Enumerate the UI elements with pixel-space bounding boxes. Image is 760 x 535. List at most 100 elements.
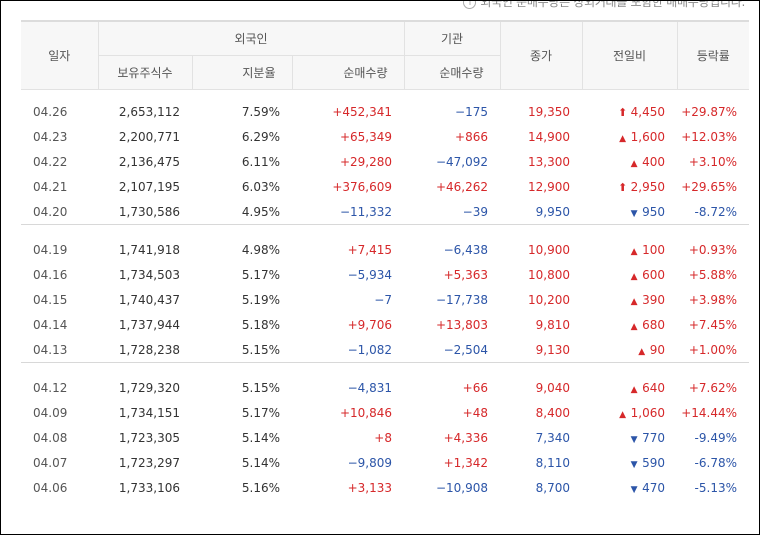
change-cell: ▲ 680 (582, 312, 677, 337)
change-pct-cell: +1.00% (688, 342, 737, 357)
institution-net-cell: +4,336 (443, 430, 488, 445)
change-value: 100 (642, 242, 665, 257)
change-value: 1,600 (630, 129, 665, 144)
up-triangle-icon: ▲ (630, 246, 638, 257)
holdings-cell: 1,730,586 (118, 204, 180, 219)
table-row: 04.22 2,136,475 6.11% +29,280 −47,092 13,300 ▲… (21, 149, 749, 174)
foreign-net-cell: −1,082 (347, 342, 392, 357)
institution-net-cell: +48 (462, 405, 488, 420)
change-value: 4,450 (630, 104, 665, 119)
investor-trading-table: 일자 외국인 기관 종가 전일비 등락률 보유주식수 지분율 순매수량 순매수량… (21, 20, 749, 500)
up-triangle-icon: ▲ (638, 346, 646, 357)
change-pct-cell: +7.45% (688, 317, 737, 332)
institution-net-cell: −2,504 (443, 342, 488, 357)
change-value: 770 (642, 430, 665, 445)
change-cell: ▲ 1,600 (582, 124, 677, 149)
change-cell: ▼ 470 (582, 475, 677, 500)
date-cell: 04.07 (33, 455, 68, 470)
down-triangle-icon: ▼ (630, 459, 638, 470)
change-pct-cell: -5.13% (694, 480, 737, 495)
table-row: 04.23 2,200,771 6.29% +65,349 +866 14,900 ▲ 1,6… (21, 124, 749, 149)
date-cell: 04.09 (33, 405, 68, 420)
up-triangle-icon: ▲ (619, 409, 627, 420)
holdings-cell: 2,107,195 (118, 179, 180, 194)
table-body: 04.26 2,653,112 7.59% +452,341 −175 19,350 ⬆ 4,… (21, 90, 749, 501)
header-date: 일자 (21, 21, 99, 90)
ratio-cell: 7.59% (241, 104, 280, 119)
close-price-cell: 10,900 (528, 242, 570, 257)
foreign-net-cell: −7 (374, 292, 392, 307)
date-cell: 04.16 (33, 267, 68, 282)
ratio-cell: 6.03% (241, 179, 280, 194)
change-pct-cell: +3.10% (688, 154, 737, 169)
holdings-cell: 1,733,106 (118, 480, 180, 495)
down-triangle-icon: ▼ (630, 434, 638, 445)
change-cell: ▲ 390 (582, 287, 677, 312)
foreign-net-cell: −5,934 (347, 267, 392, 282)
table-row: 04.08 1,723,305 5.14% +8 +4,336 7,340 ▼ 770 -9.4… (21, 425, 749, 450)
holdings-cell: 2,200,771 (118, 129, 180, 144)
institution-net-cell: −175 (455, 104, 488, 119)
header-institution-net: 순매수량 (404, 55, 501, 90)
ratio-cell: 4.95% (241, 204, 280, 219)
change-value: 590 (642, 455, 665, 470)
header-spacer (21, 90, 749, 100)
group-separator (21, 224, 749, 237)
foreign-net-cell: −4,831 (347, 380, 392, 395)
institution-net-cell: +66 (462, 380, 488, 395)
foreign-net-cell: +7,415 (347, 242, 392, 257)
group-separator (21, 362, 749, 375)
foreign-net-cell: −11,332 (339, 204, 392, 219)
foreign-net-cell: +29,280 (339, 154, 392, 169)
change-pct-cell: -8.72% (694, 204, 737, 219)
table-row: 04.19 1,741,918 4.98% +7,415 −6,438 10,900 ▲ 10… (21, 237, 749, 262)
close-price-cell: 10,800 (528, 267, 570, 282)
institution-net-cell: +5,363 (443, 267, 488, 282)
foreign-net-cell: +376,609 (332, 179, 392, 194)
close-price-cell: 9,040 (535, 380, 570, 395)
holdings-cell: 1,729,320 (118, 380, 180, 395)
holdings-cell: 1,723,297 (118, 455, 180, 470)
close-price-cell: 8,110 (535, 455, 570, 470)
up-triangle-icon: ▲ (630, 271, 638, 282)
close-price-cell: 12,900 (528, 179, 570, 194)
close-price-cell: 9,130 (535, 342, 570, 357)
date-cell: 04.15 (33, 292, 68, 307)
change-pct-cell: +0.93% (688, 242, 737, 257)
up-triangle-icon: ▲ (630, 296, 638, 307)
foreign-net-cell: +9,706 (347, 317, 392, 332)
spacer-cell (21, 90, 749, 100)
holdings-cell: 1,740,437 (118, 292, 180, 307)
header-foreign-group: 외국인 (98, 21, 405, 56)
date-cell: 04.26 (33, 104, 68, 119)
change-value: 1,060 (630, 405, 665, 420)
notice-text: 외국인 순매수량은 장외거래를 포함한 매매수량입니다. (480, 0, 745, 9)
institution-net-cell: −17,738 (435, 292, 488, 307)
ratio-cell: 4.98% (241, 242, 280, 257)
change-cell: ⬆ 2,950 (582, 174, 677, 199)
foreign-net-cell: +65,349 (339, 129, 392, 144)
table-row: 04.09 1,734,151 5.17% +10,846 +48 8,400 ▲ 1,060… (21, 400, 749, 425)
header-change: 전일비 (582, 21, 678, 90)
spacer-cell (21, 362, 749, 375)
change-cell: ▲ 400 (582, 149, 677, 174)
foreign-net-cell: −9,809 (347, 455, 392, 470)
table-row: 04.21 2,107,195 6.03% +376,609 +46,262 12,900… (21, 174, 749, 199)
change-value: 950 (642, 204, 665, 219)
close-price-cell: 8,400 (535, 405, 570, 420)
close-price-cell: 13,300 (528, 154, 570, 169)
date-cell: 04.14 (33, 317, 68, 332)
table-row: 04.06 1,733,106 5.16% +3,133 −10,908 8,700 ▼ 47… (21, 475, 749, 500)
institution-net-cell: −39 (462, 204, 488, 219)
change-pct-cell: -6.78% (694, 455, 737, 470)
table-header: 일자 외국인 기관 종가 전일비 등락률 보유주식수 지분율 순매수량 순매수량 (21, 21, 749, 90)
close-price-cell: 9,810 (535, 317, 570, 332)
ratio-cell: 5.19% (241, 292, 280, 307)
header-close: 종가 (500, 21, 583, 90)
close-price-cell: 7,340 (535, 430, 570, 445)
down-triangle-icon: ▼ (630, 484, 638, 495)
up-triangle-icon: ▲ (630, 158, 638, 169)
change-cell: ▲ 600 (582, 262, 677, 287)
institution-net-cell: −47,092 (435, 154, 488, 169)
